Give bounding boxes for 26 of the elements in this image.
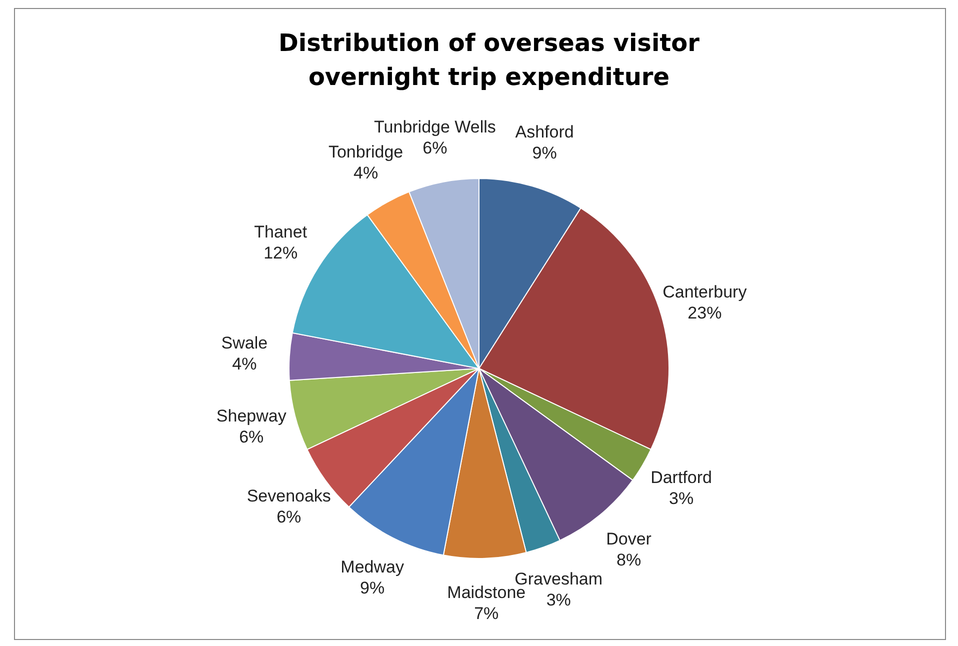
data-label: 4% — [232, 354, 257, 374]
data-label: 9% — [360, 578, 385, 598]
data-label: 3% — [546, 590, 571, 610]
slice-label: Tonbridge — [328, 142, 404, 162]
data-label: 6% — [239, 428, 264, 447]
data-label: 9% — [532, 144, 557, 163]
slice-label: Tunbridge Wells — [374, 117, 496, 136]
slice-label: Dartford — [650, 468, 712, 487]
slice-label: Dover — [606, 529, 652, 548]
slice-label: Medway — [340, 558, 404, 577]
slice-label: Thanet — [254, 222, 308, 242]
slice-label: Sevenoaks — [246, 486, 331, 506]
data-label: 6% — [276, 507, 302, 526]
data-label: 6% — [422, 138, 448, 158]
data-label: 4% — [354, 163, 378, 182]
data-label: 23% — [688, 304, 722, 323]
data-label: 7% — [474, 604, 499, 624]
data-label: 12% — [264, 243, 298, 262]
slice-label: Shepway — [216, 406, 287, 426]
slice-label: Gravesham — [514, 569, 603, 588]
slice-label: Canterbury — [662, 282, 748, 302]
chart-title: Distribution of overseas visitor overnight trip expenditure — [278, 28, 700, 93]
slice-label: Ashford — [515, 122, 574, 142]
data-label: 3% — [668, 488, 694, 508]
data-label: 8% — [616, 550, 642, 570]
slice-label: Swale — [221, 333, 268, 352]
